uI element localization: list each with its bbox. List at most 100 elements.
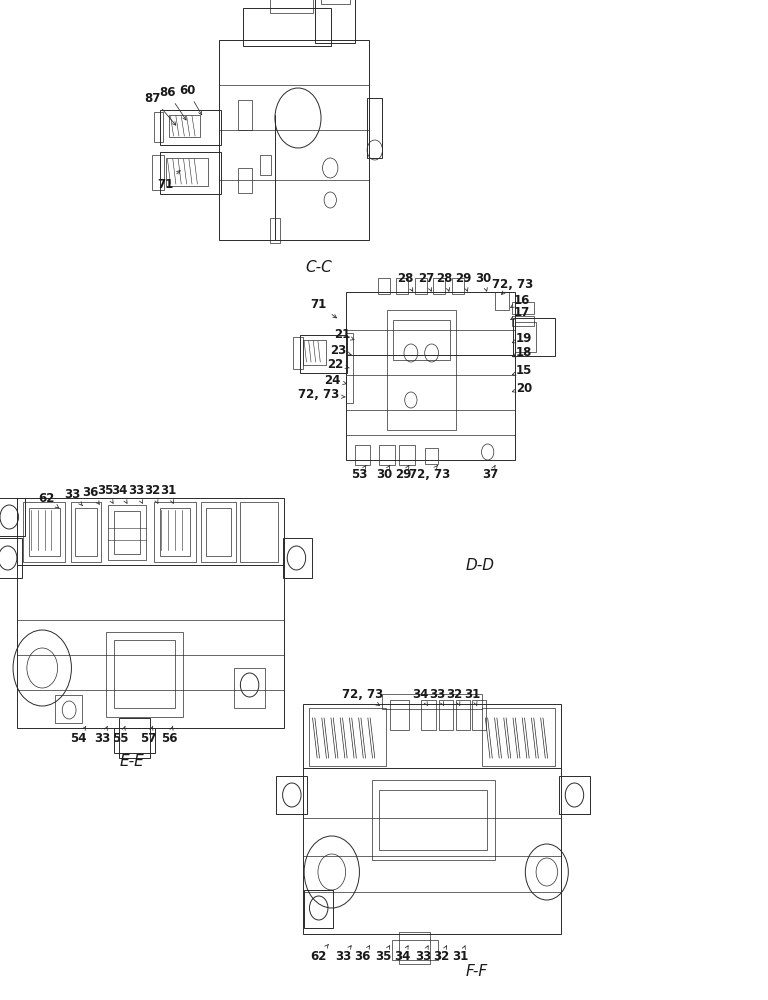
Bar — [495, 292, 509, 310]
Bar — [293, 337, 303, 369]
Text: 33: 33 — [415, 946, 432, 962]
Bar — [472, 700, 486, 730]
Text: D-D: D-D — [465, 558, 495, 572]
Bar — [390, 700, 409, 730]
Bar — [152, 155, 164, 190]
Bar — [439, 700, 453, 730]
Text: 36: 36 — [82, 486, 99, 504]
Text: 16: 16 — [511, 294, 531, 308]
Bar — [154, 502, 196, 562]
Bar — [379, 790, 487, 850]
Text: 54: 54 — [70, 726, 87, 744]
Text: 72, 73: 72, 73 — [298, 388, 345, 401]
Text: 28: 28 — [436, 271, 453, 291]
Bar — [399, 932, 430, 964]
Bar — [346, 333, 353, 403]
Text: 33: 33 — [335, 946, 352, 962]
Text: 20: 20 — [512, 381, 532, 394]
Bar — [372, 780, 495, 860]
Bar — [201, 502, 236, 562]
Text: 21: 21 — [333, 328, 354, 342]
Text: 36: 36 — [354, 946, 371, 962]
Bar — [240, 502, 278, 562]
Text: 34: 34 — [394, 946, 411, 962]
Text: 30: 30 — [376, 466, 392, 482]
Text: 62: 62 — [310, 944, 329, 962]
Bar — [243, 8, 331, 46]
Text: 72, 73: 72, 73 — [342, 688, 383, 706]
Bar — [346, 292, 515, 460]
Text: 87: 87 — [144, 92, 176, 125]
Bar — [71, 502, 101, 562]
Text: 34: 34 — [412, 688, 429, 706]
Bar — [114, 511, 140, 554]
Bar — [108, 505, 146, 560]
Bar — [283, 538, 312, 578]
Text: 57: 57 — [140, 726, 157, 744]
Bar — [276, 776, 307, 814]
Text: 30: 30 — [475, 271, 492, 291]
Text: 19: 19 — [512, 332, 532, 344]
Text: 86: 86 — [159, 86, 186, 120]
Bar — [206, 508, 231, 556]
Text: 72, 73: 72, 73 — [492, 277, 534, 294]
Bar — [513, 318, 555, 356]
Text: 18: 18 — [512, 346, 532, 359]
Bar — [482, 708, 555, 766]
Bar — [378, 278, 390, 294]
Text: C-C: C-C — [306, 260, 332, 275]
Text: 31: 31 — [160, 485, 177, 503]
Text: 33: 33 — [94, 726, 111, 744]
Text: 56: 56 — [161, 726, 177, 744]
Bar — [512, 302, 534, 314]
Bar — [23, 502, 65, 562]
Text: 28: 28 — [397, 271, 414, 291]
Bar — [75, 508, 97, 556]
Bar — [303, 704, 561, 934]
Text: 71: 71 — [157, 171, 180, 192]
Bar — [379, 445, 395, 465]
Bar — [399, 445, 415, 465]
Bar — [393, 320, 450, 360]
Bar — [559, 776, 590, 814]
Bar — [304, 890, 333, 928]
Text: 32: 32 — [446, 688, 463, 706]
Bar — [166, 158, 208, 186]
Bar — [238, 100, 252, 130]
Bar — [160, 110, 221, 145]
Bar — [456, 700, 470, 730]
Bar — [260, 155, 271, 175]
Bar — [303, 340, 326, 365]
Bar — [234, 668, 265, 708]
Bar — [387, 310, 456, 430]
Text: 33: 33 — [127, 485, 144, 503]
Text: E-E: E-E — [120, 754, 144, 770]
Bar — [114, 640, 175, 708]
Bar — [160, 508, 190, 556]
Bar — [114, 728, 155, 753]
Text: 33: 33 — [64, 488, 82, 505]
Bar — [270, 0, 313, 13]
Text: 71: 71 — [310, 298, 336, 318]
Text: 31: 31 — [464, 688, 481, 706]
Bar — [0, 498, 25, 536]
Bar — [515, 322, 536, 352]
Bar — [160, 152, 221, 194]
Bar — [382, 694, 482, 709]
Text: 72, 73: 72, 73 — [409, 466, 451, 482]
Text: 29: 29 — [455, 271, 472, 291]
Text: 34: 34 — [111, 485, 128, 503]
Bar — [55, 695, 82, 723]
Bar — [321, 0, 350, 4]
Bar — [119, 718, 150, 758]
Bar — [169, 115, 200, 137]
Text: 60: 60 — [179, 84, 202, 115]
Bar — [425, 448, 438, 464]
Bar — [396, 278, 408, 294]
Text: 29: 29 — [395, 466, 412, 482]
Text: 32: 32 — [144, 485, 161, 503]
Bar — [300, 335, 347, 373]
Text: 37: 37 — [482, 466, 498, 482]
Text: 24: 24 — [324, 373, 346, 386]
Bar — [355, 445, 370, 465]
